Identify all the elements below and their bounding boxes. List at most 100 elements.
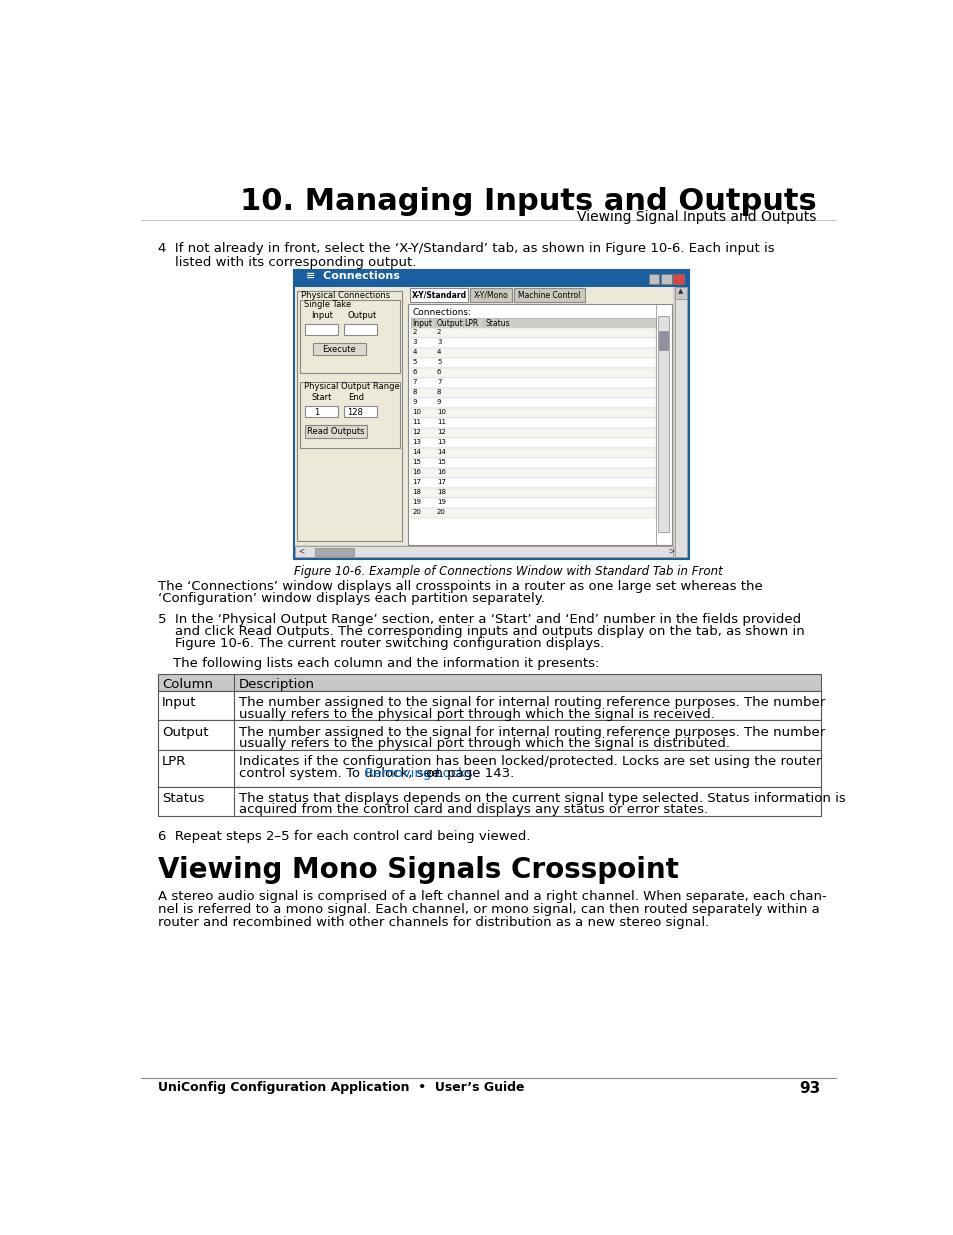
- Text: Output: Output: [348, 311, 376, 320]
- Bar: [658, 316, 668, 532]
- Text: 3: 3: [436, 340, 441, 345]
- Text: 9: 9: [412, 399, 416, 405]
- Text: 16: 16: [436, 469, 446, 475]
- Text: usually refers to the physical port through which the signal is received.: usually refers to the physical port thro…: [238, 708, 714, 721]
- Text: 10: 10: [436, 409, 446, 415]
- Text: 17: 17: [412, 479, 421, 485]
- Text: Machine Control: Machine Control: [517, 290, 579, 300]
- Bar: [294, 270, 688, 558]
- Text: 20: 20: [436, 509, 445, 515]
- Bar: [410, 458, 655, 468]
- Text: 7: 7: [412, 379, 416, 385]
- Bar: [158, 720, 820, 750]
- Text: <: <: [298, 546, 304, 556]
- Text: Removing Locks: Removing Locks: [364, 767, 472, 779]
- Text: >: >: [667, 546, 674, 556]
- Bar: [410, 417, 655, 427]
- Text: 15: 15: [412, 459, 420, 466]
- Text: The following lists each column and the information it presents:: The following lists each column and the …: [173, 657, 599, 671]
- Text: ‘Configuration’ window displays each partition separately.: ‘Configuration’ window displays each par…: [158, 593, 544, 605]
- Bar: [410, 368, 655, 378]
- Text: Physical Connections: Physical Connections: [301, 290, 390, 300]
- Text: Viewing Mono Signals Crosspoint: Viewing Mono Signals Crosspoint: [158, 856, 679, 884]
- Text: on page 143.: on page 143.: [421, 767, 514, 779]
- Bar: [344, 406, 376, 417]
- Text: Column: Column: [162, 678, 213, 690]
- Text: 3: 3: [412, 340, 416, 345]
- Text: X-Y/Standard: X-Y/Standard: [411, 290, 466, 300]
- Bar: [410, 488, 655, 498]
- Text: End: End: [348, 393, 363, 403]
- Bar: [299, 300, 399, 373]
- Text: 2: 2: [412, 330, 416, 335]
- Text: 5  In the ‘Physical Output Range’ section, enter a ‘Start’ and ‘End’ number in t: 5 In the ‘Physical Output Range’ section…: [158, 613, 801, 625]
- Bar: [410, 468, 655, 478]
- Bar: [513, 288, 584, 303]
- Text: control system. To unlock, see: control system. To unlock, see: [238, 767, 443, 779]
- Text: 15: 15: [436, 459, 445, 466]
- Text: ≡  Connections: ≡ Connections: [306, 272, 399, 282]
- Text: Start: Start: [311, 393, 332, 403]
- Text: Output: Output: [436, 319, 463, 329]
- Text: router and recombined with other channels for distribution as a new stereo signa: router and recombined with other channel…: [158, 916, 708, 929]
- Bar: [410, 398, 655, 408]
- Text: Input: Input: [162, 697, 196, 709]
- Text: The ‘Connections’ window displays all crosspoints in a router as one large set w: The ‘Connections’ window displays all cr…: [158, 580, 762, 593]
- Bar: [410, 427, 655, 437]
- Text: 6: 6: [412, 369, 416, 375]
- Text: 12: 12: [436, 430, 445, 435]
- Bar: [313, 343, 365, 356]
- Text: and click Read Outputs. The corresponding inputs and outputs display on the tab,: and click Read Outputs. The correspondin…: [158, 625, 804, 637]
- Text: Indicates if the configuration has been locked/protected. Locks are set using th: Indicates if the configuration has been …: [238, 755, 821, 768]
- Text: 2: 2: [436, 330, 441, 335]
- Bar: [410, 408, 655, 417]
- Bar: [410, 388, 655, 398]
- Bar: [344, 324, 376, 335]
- Text: 18: 18: [412, 489, 421, 495]
- Text: Figure 10-6. The current router switching configuration displays.: Figure 10-6. The current router switchin…: [158, 637, 603, 650]
- Text: 10: 10: [412, 409, 421, 415]
- Bar: [294, 546, 673, 557]
- Text: The number assigned to the signal for internal routing reference purposes. The n: The number assigned to the signal for in…: [238, 726, 824, 739]
- Bar: [158, 787, 820, 816]
- Text: LPR: LPR: [464, 319, 477, 329]
- Bar: [408, 287, 671, 304]
- Text: Viewing Signal Inputs and Outputs: Viewing Signal Inputs and Outputs: [577, 210, 816, 224]
- Text: 7: 7: [436, 379, 441, 385]
- Text: Connections:: Connections:: [412, 308, 471, 316]
- Text: 11: 11: [436, 419, 446, 425]
- Bar: [648, 274, 659, 284]
- Text: The status that displays depends on the current signal type selected. Status inf: The status that displays depends on the …: [238, 792, 844, 805]
- Bar: [674, 288, 686, 557]
- Text: Output: Output: [162, 726, 208, 739]
- Text: 5: 5: [412, 359, 416, 366]
- Bar: [410, 347, 655, 358]
- Text: Execute: Execute: [322, 345, 355, 353]
- Bar: [158, 692, 820, 720]
- Bar: [294, 270, 688, 287]
- Text: Input: Input: [311, 311, 333, 320]
- Text: 10. Managing Inputs and Outputs: 10. Managing Inputs and Outputs: [240, 186, 816, 216]
- Bar: [410, 358, 655, 368]
- Bar: [470, 288, 512, 303]
- Text: 13: 13: [436, 440, 446, 446]
- Text: Description: Description: [238, 678, 314, 690]
- Text: The number assigned to the signal for internal routing reference purposes. The n: The number assigned to the signal for in…: [238, 697, 824, 709]
- Text: 4: 4: [412, 350, 416, 356]
- Bar: [158, 674, 820, 692]
- Text: 20: 20: [412, 509, 420, 515]
- Bar: [410, 288, 468, 303]
- Text: 9: 9: [436, 399, 441, 405]
- Text: 4  If not already in front, select the ‘X-Y/Standard’ tab, as shown in Figure 10: 4 If not already in front, select the ‘X…: [158, 242, 774, 256]
- Bar: [410, 508, 655, 517]
- Text: LPR: LPR: [162, 755, 186, 768]
- Text: Physical Output Range: Physical Output Range: [303, 383, 399, 391]
- Text: listed with its corresponding output.: listed with its corresponding output.: [158, 256, 416, 269]
- Text: usually refers to the physical port through which the signal is distributed.: usually refers to the physical port thro…: [238, 737, 729, 750]
- Bar: [674, 287, 686, 299]
- Text: ▲: ▲: [678, 288, 683, 294]
- Text: Status: Status: [162, 792, 204, 805]
- Text: 16: 16: [412, 469, 421, 475]
- Text: 14: 14: [436, 450, 445, 456]
- Text: acquired from the control card and displays any status or error states.: acquired from the control card and displ…: [238, 804, 707, 816]
